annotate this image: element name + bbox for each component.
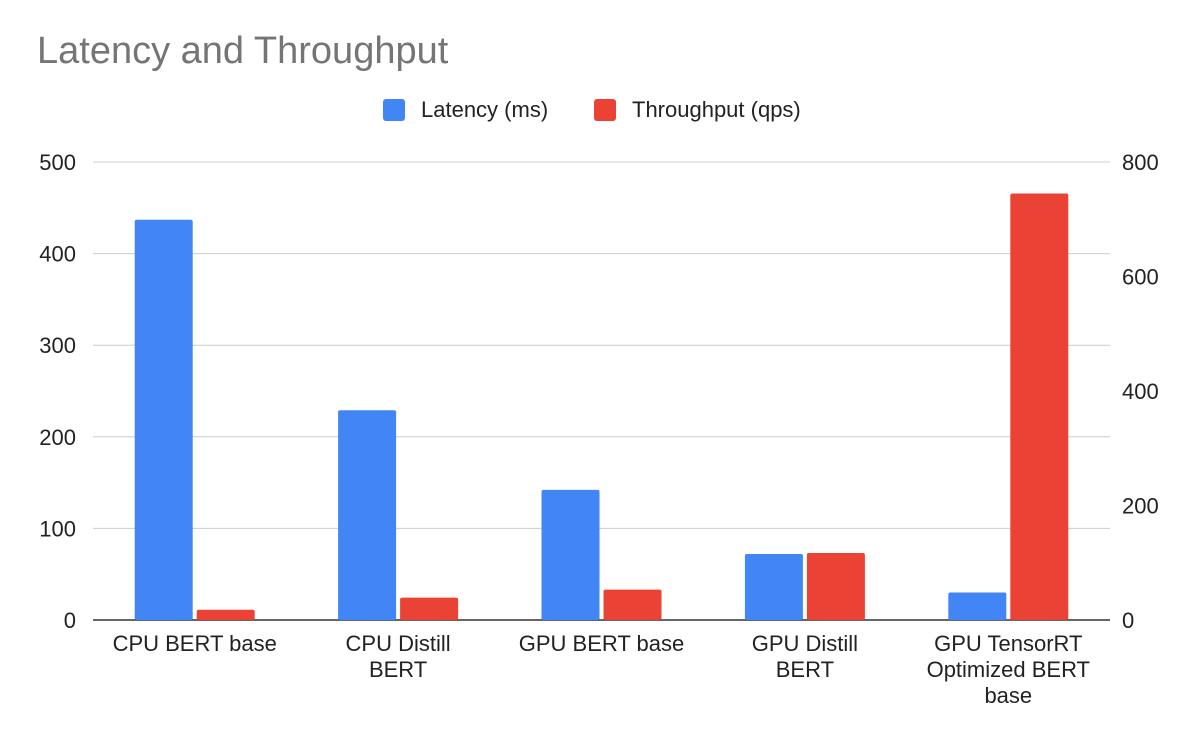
right-tick-label: 800	[1122, 150, 1159, 175]
category-label: BERT	[776, 657, 834, 682]
latency-bar	[744, 554, 803, 620]
throughput-bar	[1010, 193, 1069, 621]
left-tick-label: 300	[39, 333, 76, 358]
throughput-bar	[196, 609, 255, 620]
throughput-bar	[603, 589, 662, 620]
legend-label-latency: Latency (ms)	[421, 97, 549, 122]
right-tick-label: 200	[1122, 494, 1159, 519]
latency-bar	[338, 410, 397, 620]
left-tick-label: 500	[39, 150, 76, 175]
category-label: GPU BERT base	[519, 631, 684, 656]
category-label: Optimized BERT	[927, 657, 1090, 682]
throughput-bar	[806, 553, 865, 620]
legend-swatch-latency	[383, 99, 405, 121]
throughput-bar	[400, 597, 459, 620]
category-label: CPU BERT base	[113, 631, 277, 656]
legend-item-latency: Latency (ms)	[383, 97, 548, 123]
legend-swatch-throughput	[594, 99, 616, 121]
right-tick-label: 0	[1122, 608, 1134, 633]
legend-label-throughput: Throughput (qps)	[632, 97, 801, 122]
right-tick-label: 400	[1122, 379, 1159, 404]
left-tick-label: 100	[39, 516, 76, 541]
left-tick-label: 0	[64, 608, 76, 633]
latency-bar	[134, 219, 193, 620]
category-label: base	[984, 683, 1032, 708]
latency-bar	[948, 592, 1007, 620]
left-tick-label: 200	[39, 425, 76, 450]
category-label: GPU TensorRT	[934, 631, 1082, 656]
category-label: GPU Distill	[752, 631, 858, 656]
legend-item-throughput: Throughput (qps)	[594, 97, 801, 123]
latency-bar	[541, 489, 600, 620]
chart-title: Latency and Throughput	[37, 30, 449, 72]
category-label: CPU Distill	[346, 631, 451, 656]
legend: Latency (ms) Throughput (qps)	[0, 97, 1200, 129]
category-label: BERT	[369, 657, 427, 682]
left-tick-label: 400	[39, 242, 76, 267]
right-tick-label: 600	[1122, 265, 1159, 290]
